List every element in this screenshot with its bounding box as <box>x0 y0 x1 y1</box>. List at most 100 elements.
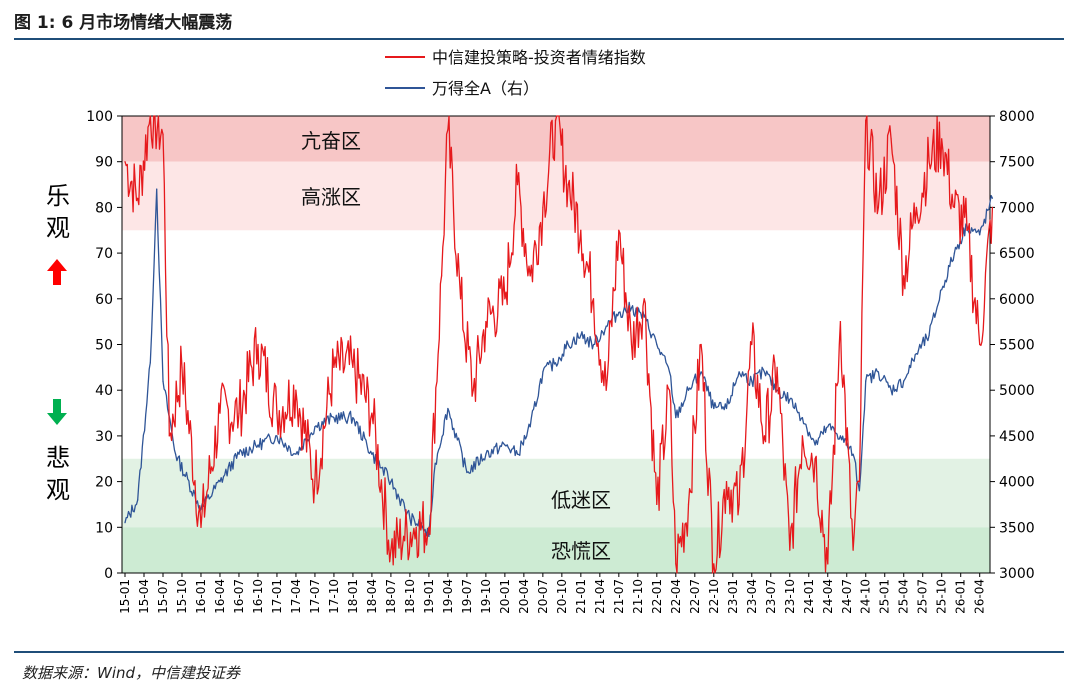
index-point <box>295 453 297 455</box>
index-point <box>447 407 449 410</box>
sentiment-point <box>713 563 715 565</box>
sentiment-point <box>979 343 981 346</box>
index-point <box>605 325 607 327</box>
right-tick-label: 3500 <box>999 520 1035 536</box>
left-tick-label: 100 <box>86 109 113 125</box>
sentiment-point <box>403 535 405 538</box>
index-point <box>725 407 728 410</box>
x-tick-label: 26-04 <box>973 579 987 614</box>
sentiment-point <box>839 321 842 323</box>
sentiment-point <box>687 503 690 505</box>
index-point <box>592 343 595 346</box>
sentiment-point <box>472 389 474 391</box>
index-point <box>516 453 519 455</box>
x-tick-label: 24-10 <box>859 579 873 614</box>
sentiment-point <box>605 389 607 391</box>
x-tick-label: 20-04 <box>517 579 531 614</box>
sentiment-point <box>257 343 259 346</box>
x-tick-label: 16-04 <box>213 579 227 614</box>
sentiment-point <box>200 526 202 528</box>
index-point <box>656 343 658 346</box>
left-tick-label: 70 <box>95 246 113 262</box>
x-tick-label: 19-01 <box>422 579 436 614</box>
index-point <box>700 371 702 373</box>
x-tick-label: 21-04 <box>593 579 607 614</box>
sentiment-point <box>441 275 443 277</box>
legend-label-sentiment: 中信建投策略-投资者情绪指数 <box>432 48 646 67</box>
zone-high-band <box>122 161 990 231</box>
right-tick-label: 7500 <box>999 155 1035 171</box>
zone-low-band <box>122 458 990 528</box>
sentiment-point <box>162 133 164 135</box>
right-tick-label: 8000 <box>999 109 1035 125</box>
index-point <box>814 444 816 446</box>
index-point <box>941 289 943 291</box>
sentiment-point <box>725 481 728 483</box>
x-tick-label: 23-07 <box>764 579 778 614</box>
index-point <box>567 343 569 346</box>
sentiment-point <box>738 503 740 505</box>
x-tick-label: 16-10 <box>251 579 265 614</box>
sentiment-point <box>333 366 335 368</box>
index-point <box>156 188 158 190</box>
x-tick-label: 18-10 <box>403 579 417 614</box>
zone-high-label: 高涨区 <box>301 185 361 209</box>
sentiment-point <box>529 275 531 277</box>
sentiment-point <box>630 343 633 346</box>
sentiment-point <box>643 298 645 300</box>
sentiment-point <box>554 120 557 122</box>
x-tick-label: 18-04 <box>365 579 379 614</box>
index-point <box>618 311 620 314</box>
x-tick-label: 17-07 <box>308 579 322 614</box>
sentiment-point <box>219 412 221 414</box>
sentiment-point <box>181 366 183 368</box>
left-tick-label: 90 <box>95 155 113 171</box>
sentiment-point <box>168 435 170 437</box>
index-point <box>751 380 753 382</box>
index-point <box>776 389 778 391</box>
sentiment-point <box>865 120 867 122</box>
index-point <box>200 508 202 510</box>
x-tick-label: 15-07 <box>156 579 170 614</box>
sentiment-point <box>542 206 544 208</box>
x-tick-label: 25-10 <box>935 579 949 614</box>
x-tick-label: 24-04 <box>821 579 835 614</box>
side-labels: 乐 观 悲 观 <box>46 182 70 504</box>
sentiment-point <box>580 229 582 231</box>
index-point <box>124 522 126 524</box>
index-point <box>852 453 854 455</box>
index-point <box>314 426 316 428</box>
sentiment-point <box>877 206 880 208</box>
sentiment-point <box>915 206 918 208</box>
figure-title: 图 1: 6 月市场情绪大幅震荡 <box>14 13 233 33</box>
right-tick-label: 3000 <box>999 566 1035 582</box>
index-point <box>858 490 861 492</box>
sentiment-point <box>504 298 506 300</box>
sentiment-point <box>314 481 316 483</box>
right-tick-label: 4000 <box>999 475 1035 491</box>
sentiment-point <box>460 298 462 300</box>
sentiment-point <box>903 275 905 277</box>
index-point <box>504 444 506 446</box>
x-tick-label: 24-07 <box>840 579 854 614</box>
x-tick-label: 22-01 <box>650 579 664 614</box>
sentiment-point <box>415 526 417 528</box>
x-tick-label: 18-07 <box>384 579 398 614</box>
sentiment-point <box>567 184 569 186</box>
sentiment-point <box>516 184 519 186</box>
x-tick-label: 20-01 <box>498 579 512 614</box>
zone-panic-band <box>122 527 990 573</box>
sentiment-point <box>751 343 753 346</box>
sentiment-point <box>352 366 354 368</box>
index-point <box>409 517 411 519</box>
zone-low-label: 低迷区 <box>551 488 611 512</box>
sentiment-point <box>137 197 139 199</box>
left-tick-label: 20 <box>95 475 113 491</box>
index-point <box>352 417 354 419</box>
x-tick-label: 15-01 <box>118 579 132 614</box>
bottom-rule <box>14 651 1064 653</box>
index-point <box>434 462 436 464</box>
index-point <box>485 453 487 455</box>
index-point <box>428 535 430 538</box>
